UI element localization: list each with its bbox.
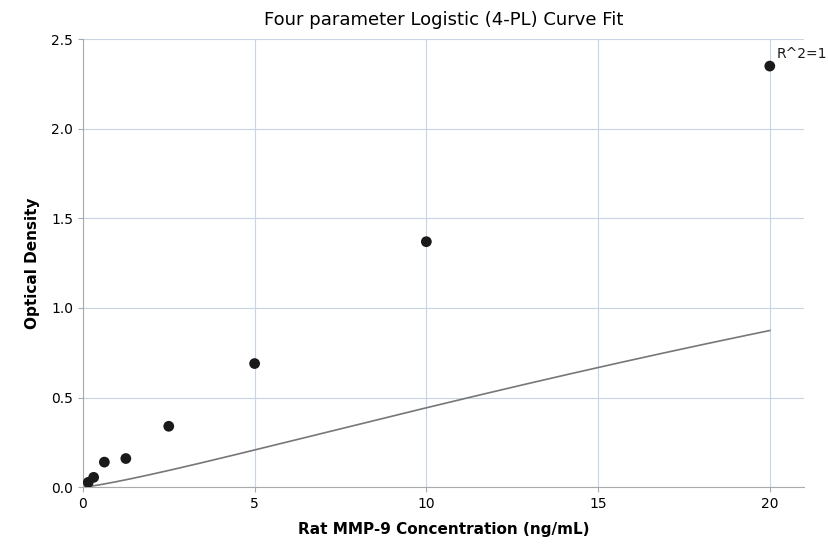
Point [81, 478, 94, 487]
Point [162, 422, 176, 431]
Title: Four parameter Logistic (4-PL) Curve Fit: Four parameter Logistic (4-PL) Curve Fit [263, 11, 623, 29]
Point [87, 473, 100, 482]
Point [98, 458, 111, 466]
Y-axis label: Optical Density: Optical Density [25, 198, 40, 329]
Text: R^2=1: R^2=1 [776, 46, 826, 60]
Point [763, 62, 776, 71]
Point [248, 359, 261, 368]
Point [119, 454, 132, 463]
X-axis label: Rat MMP-9 Concentration (ng/mL): Rat MMP-9 Concentration (ng/mL) [297, 522, 589, 537]
Point [419, 237, 432, 246]
